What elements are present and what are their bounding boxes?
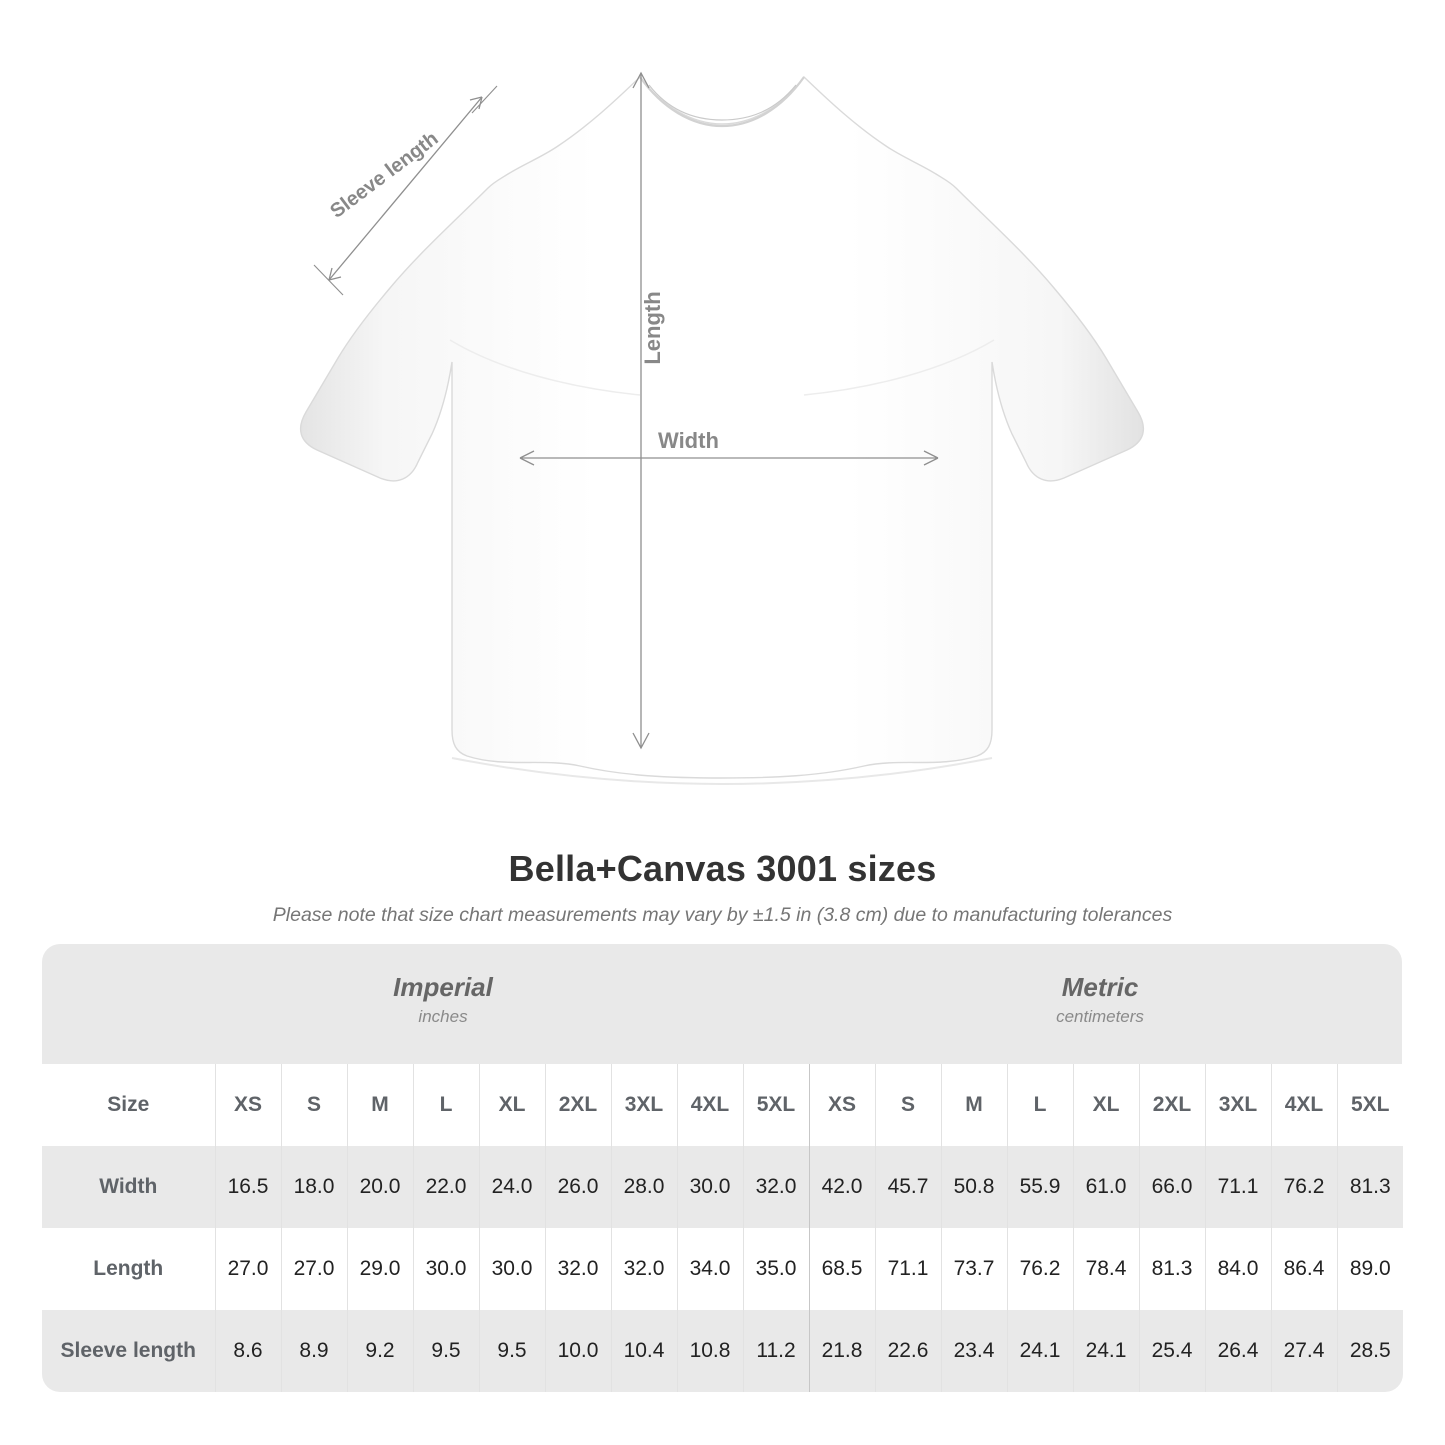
svg-text:Sleeve length: Sleeve length [326, 128, 442, 223]
svg-text:Width: Width [658, 428, 719, 453]
svg-text:Length: Length [640, 291, 665, 364]
